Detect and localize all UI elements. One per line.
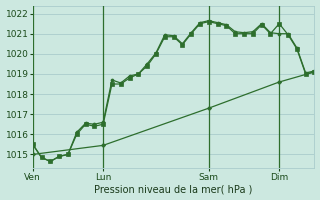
X-axis label: Pression niveau de la mer( hPa ): Pression niveau de la mer( hPa )	[94, 184, 253, 194]
